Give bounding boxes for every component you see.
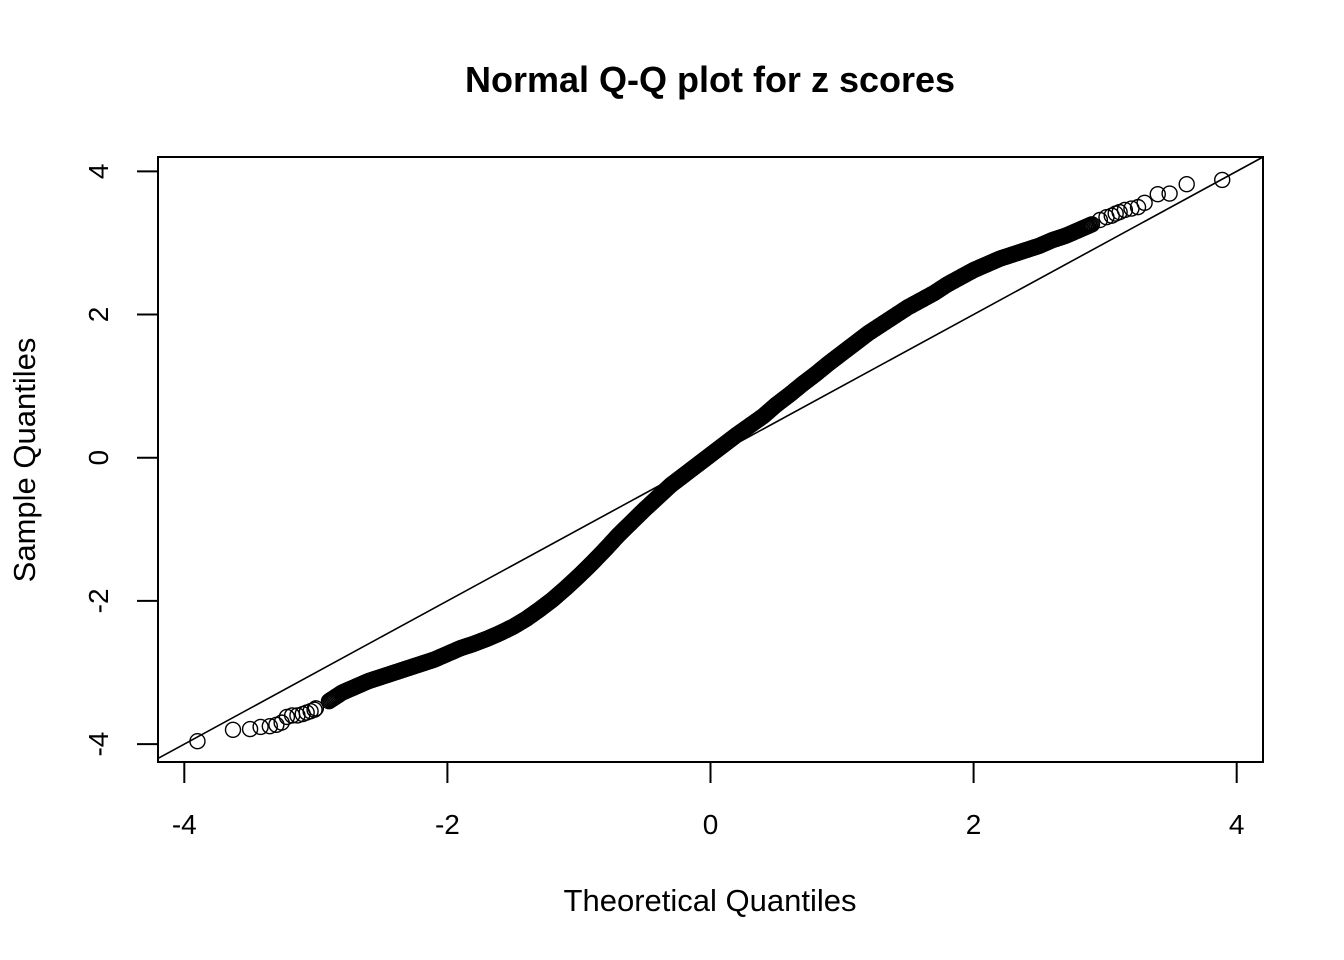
data-point <box>241 720 259 738</box>
x-tick-label: 4 <box>1229 809 1245 840</box>
data-point <box>1116 201 1134 219</box>
data-point <box>1149 186 1166 203</box>
data-point <box>261 718 279 735</box>
y-axis-label: Sample Quantiles <box>7 338 42 583</box>
y-tick-label: -4 <box>83 732 114 757</box>
x-tick-label: 2 <box>966 809 982 840</box>
x-tick-label: 0 <box>703 809 719 840</box>
data-point <box>1136 194 1153 212</box>
data-point <box>1178 176 1195 193</box>
data-point <box>1214 171 1231 189</box>
y-tick-label: 0 <box>83 450 114 466</box>
y-tick-label: 2 <box>83 307 114 323</box>
data-point <box>306 701 323 718</box>
data-point <box>1083 216 1101 233</box>
data-points <box>189 171 1231 750</box>
x-tick-label: -2 <box>435 809 460 840</box>
x-axis-label: Theoretical Quantiles <box>564 883 857 918</box>
y-tick-label: -2 <box>83 588 114 613</box>
y-axis-ticks: -4 -2 0 2 4 <box>83 164 158 757</box>
data-point <box>189 733 206 750</box>
x-axis-ticks: -4 -2 0 2 4 <box>172 762 1245 840</box>
data-point <box>307 700 325 717</box>
y-tick-label: 4 <box>83 164 114 180</box>
chart-title: Normal Q-Q plot for z scores <box>465 59 955 100</box>
data-point <box>252 718 269 736</box>
data-point <box>1161 185 1178 202</box>
data-point <box>224 721 242 738</box>
x-tick-label: -4 <box>172 809 197 840</box>
